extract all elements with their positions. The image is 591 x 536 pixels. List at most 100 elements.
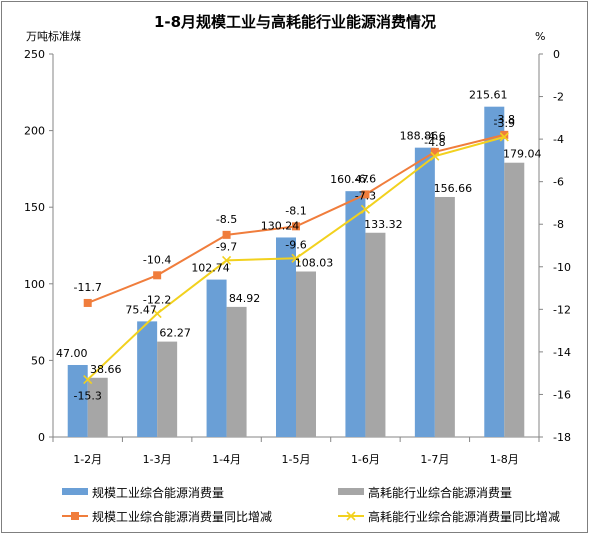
legend-item: 高耗能行业综合能源消费量: [338, 485, 512, 500]
legend-label: 规模工业综合能源消费量: [92, 485, 224, 500]
line-value-label: -8.5: [216, 213, 237, 226]
bar-industry: [414, 147, 435, 437]
bar-value-label: 156.66: [434, 182, 473, 195]
line-value-label: -9.6: [285, 238, 306, 251]
marker-square: [83, 298, 92, 307]
bar-high-energy: [504, 162, 525, 437]
bar-industry: [276, 237, 296, 437]
bar-value-label: 38.66: [90, 363, 122, 376]
bar-value-label: 102.74: [191, 262, 230, 275]
bar-industry: [137, 321, 158, 437]
data-labels: 47.00 75.47 102.74 130.24 160.47 188.86 215.61…: [56, 89, 542, 403]
marker-x: [83, 374, 93, 385]
line-value-label: -3.8: [494, 113, 515, 126]
left-tick-label: 250: [24, 48, 45, 61]
marker-square: [500, 130, 509, 139]
right-tick-label: -4: [553, 133, 564, 146]
left-tick-label: 50: [31, 354, 45, 367]
legend-marker-square: [71, 512, 79, 520]
marker-square: [361, 190, 370, 199]
right-tick-label: -18: [553, 431, 571, 444]
marker-x: [222, 255, 232, 265]
legend-item: 规模工业综合能源消费量同比增减: [62, 509, 272, 524]
legend-marker-x: [346, 511, 356, 521]
left-axis-label: 万吨标准煤: [26, 29, 81, 43]
left-tick-label: 0: [38, 431, 45, 444]
line-value-label: -15.3: [73, 390, 101, 403]
right-tick-label: -8: [553, 218, 564, 231]
bar-value-label: 215.61: [469, 89, 508, 102]
marker-x: [360, 204, 370, 214]
legend-item: 高耗能行业综合能源消费量同比增减: [338, 509, 560, 524]
x-tick-label: 1-2月: [73, 453, 102, 466]
bar-value-label: 179.04: [503, 148, 542, 161]
line-value-label: -3.9: [494, 117, 515, 130]
bar-value-label: 84.92: [229, 292, 261, 305]
right-tick-label: -12: [553, 303, 571, 316]
marker-square: [153, 271, 162, 280]
left-tick-label: 100: [24, 278, 45, 291]
bar-value-label: 75.47: [125, 303, 157, 316]
chart-title: 1-8月规模工业与高耗能行业能源消费情况: [154, 13, 436, 31]
marker-x: [430, 151, 440, 161]
legend-label: 高耗能行业综合能源消费量: [368, 485, 512, 500]
line-value-label: -11.7: [73, 281, 101, 294]
bar-industry: [345, 191, 366, 437]
bar-value-label: 130.24: [261, 219, 300, 232]
marker-square: [292, 222, 300, 231]
line-value-label: -4.6: [424, 130, 445, 143]
marker-x: [152, 309, 162, 319]
right-tick-label: -16: [553, 388, 571, 401]
right-tick-label: -6: [553, 176, 564, 189]
marker-x: [499, 132, 509, 142]
bar-value-label: 188.86: [400, 130, 439, 143]
legend-label: 高耗能行业综合能源消费量同比增减: [368, 509, 560, 524]
right-tick-label: -14: [553, 346, 571, 359]
bar-value-label: 108.03: [295, 256, 334, 269]
bar-high-energy: [87, 377, 108, 437]
bar-value-label: 160.47: [330, 173, 369, 186]
line-value-label: -8.1: [285, 204, 306, 217]
legend-item: 规模工业综合能源消费量: [62, 485, 224, 500]
marker-x: [291, 253, 301, 263]
line-value-label: -10.4: [143, 253, 171, 266]
x-tick-label: 1-6月: [351, 453, 380, 466]
bar-high-energy: [434, 196, 455, 437]
bar-value-label: 133.32: [364, 218, 403, 231]
line-value-label: -7.3: [355, 189, 376, 202]
x-tick-label: 1-8月: [490, 453, 519, 466]
marker-square: [430, 147, 439, 156]
right-tick-label: -10: [553, 261, 571, 274]
legend-label: 规模工业综合能源消费量同比增减: [92, 509, 272, 524]
right-tick-label: -2: [553, 91, 564, 104]
bar-high-energy: [226, 306, 247, 437]
legend-swatch: [62, 488, 88, 495]
axes: 0 50 100 150 200 250 0 -2 -4 -6 -8 -10 -12 -14 -16 -18 1…: [24, 48, 571, 466]
bar-high-energy: [296, 271, 316, 437]
right-tick-label: 0: [553, 48, 560, 61]
line-value-label: -4.8: [424, 136, 445, 149]
line-value-label: -12.2: [143, 294, 171, 307]
bar-industry: [67, 364, 88, 437]
right-axis-label: %: [535, 30, 545, 43]
bar-industry: [484, 106, 505, 437]
x-tick-label: 1-7月: [420, 453, 449, 466]
line-value-label: -9.7: [216, 240, 237, 253]
legend-swatch: [338, 488, 364, 495]
bar-high-energy: [157, 341, 178, 437]
left-tick-label: 200: [24, 125, 45, 138]
bar-value-label: 47.00: [56, 347, 88, 360]
bars: [67, 106, 525, 437]
x-tick-label: 1-3月: [143, 453, 172, 466]
bar-value-label: 62.27: [159, 327, 191, 340]
bar-high-energy: [365, 232, 386, 437]
left-tick-label: 150: [24, 201, 45, 214]
x-tick-label: 1-5月: [282, 453, 311, 466]
bar-industry: [206, 279, 227, 437]
lines: [83, 130, 509, 385]
line-value-label: -6.6: [355, 172, 376, 185]
marker-square: [222, 230, 231, 239]
